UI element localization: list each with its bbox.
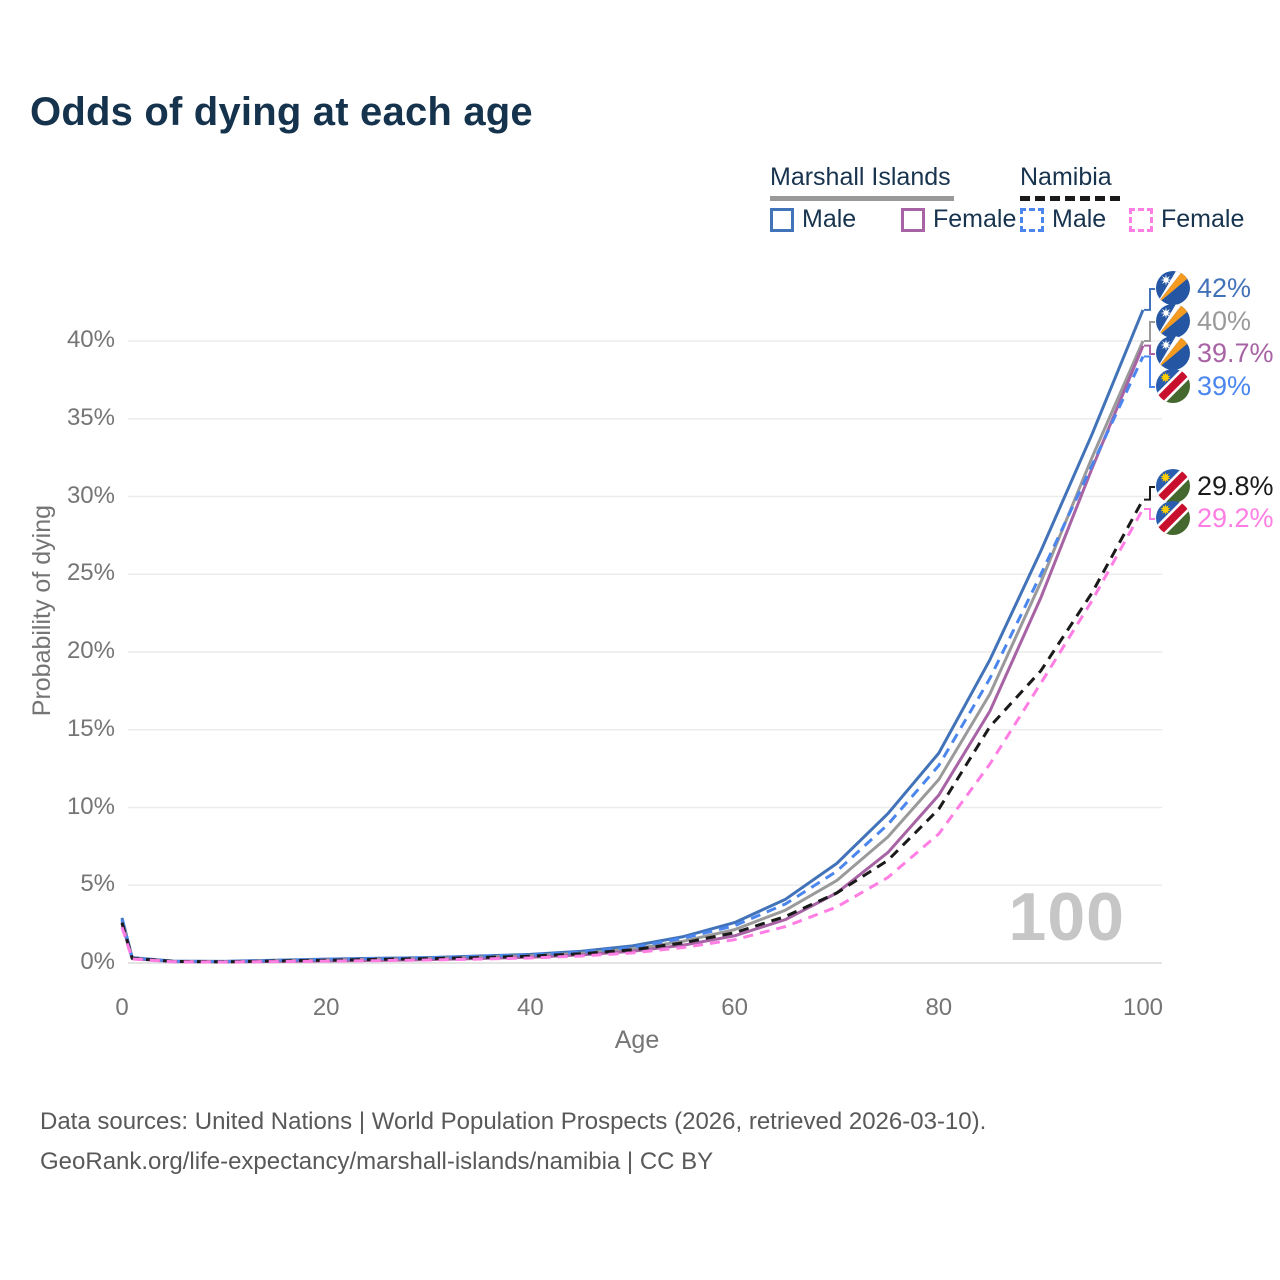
data-sources-text: Data sources: United Nations | World Pop…: [40, 1108, 987, 1135]
legend-underline-dashed: [1020, 196, 1120, 201]
marshall-islands-flag-icon: [1156, 271, 1190, 305]
namibia-flag-icon: [1156, 501, 1190, 535]
y-tick-label: 20%: [66, 637, 115, 664]
age-counter-watermark: 100: [1008, 879, 1125, 955]
y-tick-label: 10%: [66, 792, 115, 820]
y-tick-label: 40%: [66, 326, 115, 353]
namibia-flag-icon: [1156, 369, 1190, 403]
legend-item-label: Female: [933, 205, 1017, 233]
series-end-label-namibia-female: 29.2%: [1156, 501, 1274, 535]
legend-swatch-namibia-male: [1020, 207, 1044, 232]
y-tick-label: 5%: [80, 870, 115, 898]
series-line-namibia-both[interactable]: [120, 498, 1145, 964]
legend-item-label: Male: [802, 205, 857, 233]
end-label-value: 40%: [1197, 305, 1252, 336]
series-end-label-marshall-islands-both: 40%: [1156, 304, 1251, 338]
legend-item-namibia-male[interactable]: Male: [1020, 205, 1106, 234]
end-label-connector: [1144, 288, 1155, 311]
series-end-label-namibia-male: 39%: [1156, 369, 1251, 403]
y-axis-title: Probability of dying: [28, 505, 56, 717]
legend-item-label: Female: [1161, 205, 1245, 233]
end-label-value: 39.7%: [1197, 337, 1274, 368]
y-tick-label: 0%: [80, 948, 115, 975]
series-line-marshall-islands-male[interactable]: [120, 309, 1145, 963]
x-tick-label: 20: [312, 994, 340, 1021]
y-tick-label: 30%: [66, 481, 115, 509]
y-tick-label: 25%: [66, 559, 115, 587]
end-label-connector: [1144, 486, 1155, 501]
end-label-value: 39%: [1197, 370, 1252, 401]
x-tick-label: 80: [925, 994, 953, 1021]
x-tick-label: 100: [1122, 994, 1164, 1021]
series-end-label-marshall-islands-female: 39.7%: [1156, 336, 1274, 370]
legend-swatch-namibia-female: [1129, 207, 1153, 232]
series-end-label-marshall-islands-male: 42%: [1156, 271, 1251, 305]
legend-swatch-marshall-female: [901, 207, 925, 232]
chart-title: Odds of dying at each age: [30, 90, 533, 134]
attribution-text: GeoRank.org/life-expectancy/marshall-isl…: [40, 1148, 714, 1175]
y-tick-label: 15%: [66, 714, 115, 742]
legend-item-namibia-female[interactable]: Female: [1129, 205, 1244, 234]
series-line-namibia-female[interactable]: [120, 508, 1145, 964]
end-label-connector: [1144, 507, 1155, 520]
end-label-value: 29.8%: [1197, 470, 1274, 501]
marshall-islands-flag-icon: [1156, 304, 1190, 338]
legend-underline-solid: [770, 196, 954, 201]
legend-item-marshall-male[interactable]: Male: [770, 205, 856, 234]
y-tick-label: 35%: [66, 403, 115, 431]
end-label-connector: [1144, 344, 1155, 355]
legend: Marshall Islands Namibia Male Female Mal…: [0, 0, 1280, 250]
end-label-connector: [1144, 355, 1155, 388]
x-tick-label: 60: [721, 994, 748, 1021]
series-line-marshall-islands-female[interactable]: [120, 345, 1145, 964]
end-label-value: 29.2%: [1197, 502, 1274, 533]
legend-swatch-marshall-male: [770, 207, 794, 232]
end-label-value: 42%: [1197, 272, 1252, 303]
legend-item-label: Male: [1052, 205, 1107, 233]
x-axis-title: Age: [614, 1026, 660, 1054]
x-tick-label: 0: [115, 994, 129, 1021]
legend-group-label-marshall-islands: Marshall Islands: [770, 163, 951, 191]
namibia-flag-icon: [1156, 469, 1190, 503]
end-label-connector: [1144, 321, 1155, 342]
x-tick-label: 40: [517, 994, 544, 1021]
series-end-label-namibia-both: 29.8%: [1156, 469, 1274, 503]
legend-item-marshall-female[interactable]: Female: [901, 205, 1016, 234]
legend-group-label-namibia: Namibia: [1020, 163, 1112, 191]
marshall-islands-flag-icon: [1156, 336, 1190, 370]
